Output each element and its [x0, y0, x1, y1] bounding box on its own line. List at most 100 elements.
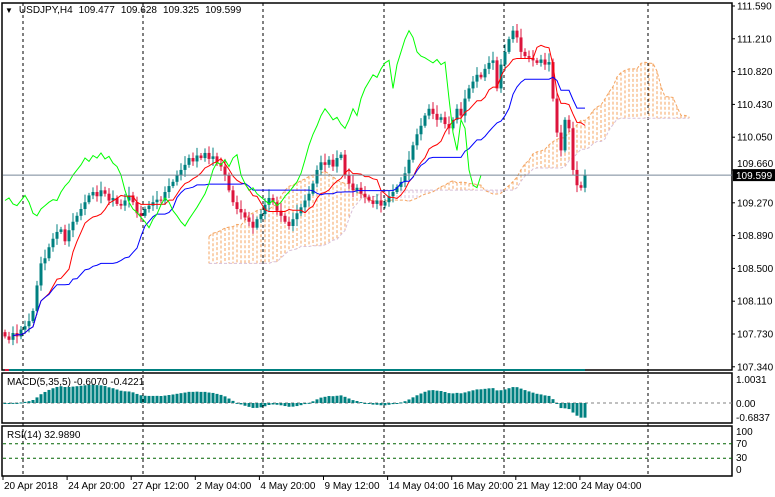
macd-histogram-bar [203, 391, 207, 403]
candle-bullish [583, 175, 587, 188]
macd-histogram-bar [275, 403, 279, 405]
candle-bearish [227, 175, 231, 191]
macd-histogram-bar [215, 393, 219, 403]
macd-histogram-bar [111, 388, 115, 403]
candle-bearish [443, 117, 447, 125]
candle-bearish [555, 98, 559, 133]
macd-histogram-bar [291, 403, 295, 407]
candle-bearish [159, 199, 163, 201]
macd-histogram-bar [471, 390, 475, 403]
candle-bullish [419, 125, 423, 135]
price-axis-label: 110.050 [737, 133, 773, 144]
candle-bearish [371, 200, 375, 204]
macd-histogram-bar [267, 403, 271, 405]
rsi-scale-label: 0 [736, 465, 742, 476]
macd-histogram-bar [191, 391, 195, 403]
candle-bullish [23, 326, 27, 330]
kijun-sen-line [12, 76, 586, 337]
candle-bearish [239, 209, 243, 213]
macd-histogram-bar [311, 401, 315, 403]
candle-bullish [399, 181, 403, 187]
candle-bullish [99, 190, 103, 197]
macd-histogram-bar [207, 392, 211, 403]
macd-histogram-bar [343, 396, 347, 403]
macd-histogram-bar [147, 395, 151, 403]
macd-histogram-bar [515, 387, 519, 403]
candle-bearish [63, 229, 67, 242]
candle-bullish [327, 159, 331, 165]
candle-bullish [291, 219, 295, 226]
macd-histogram-bar [423, 391, 427, 403]
macd-histogram-bar [123, 391, 127, 403]
macd-histogram-bar [263, 403, 267, 407]
macd-histogram-bar [379, 403, 383, 406]
candle-bullish [59, 229, 63, 232]
macd-histogram-bar [239, 403, 243, 405]
macd-histogram-bar [139, 395, 143, 403]
macd-histogram-bar [27, 401, 31, 403]
candle-bullish [471, 81, 475, 89]
macd-histogram-bar [211, 392, 215, 403]
macd-scale-label: 0.00 [736, 399, 756, 410]
macd-histogram-bar [287, 403, 291, 407]
candle-bullish [11, 333, 15, 340]
candle-bearish [351, 183, 355, 191]
time-axis-label: 14 May 04:00 [389, 481, 450, 492]
candle-bullish [539, 59, 543, 63]
candle-bearish [95, 192, 99, 197]
macd-histogram-bar [179, 393, 183, 403]
macd-histogram-bar [35, 397, 39, 403]
candle-bullish [91, 192, 95, 196]
macd-histogram-bar [3, 403, 7, 404]
macd-histogram-bar [23, 401, 27, 403]
candle-bullish [19, 329, 23, 337]
time-axis-label: 24 Apr 20:00 [68, 481, 125, 492]
candle-bearish [363, 193, 367, 198]
candle-bullish [31, 310, 35, 322]
candle-bearish [131, 195, 135, 203]
symbol-timeframe: USDJPY,H4 [18, 5, 73, 16]
macd-histogram-bar [435, 390, 439, 403]
candle-bearish [107, 193, 111, 201]
macd-histogram-bar [339, 395, 343, 403]
price-axis-label: 108.890 [737, 231, 774, 242]
candle-bearish [331, 159, 335, 167]
candle-bearish [207, 152, 211, 159]
candle-bullish [167, 186, 171, 193]
tenkan-sen-line [12, 44, 586, 337]
candle-bearish [275, 202, 279, 211]
candle-bullish [427, 108, 431, 116]
macd-histogram-bar [359, 402, 363, 404]
candle-bullish [75, 215, 79, 222]
candle-bearish [527, 56, 531, 58]
candle-bullish [311, 183, 315, 194]
macd-histogram-bar [7, 403, 11, 404]
macd-histogram-bar [259, 403, 263, 408]
candle-bearish [287, 221, 291, 226]
candle-bearish [575, 169, 579, 186]
macd-histogram-bar [307, 402, 311, 404]
macd-histogram-bar [375, 403, 379, 405]
macd-histogram-bar [323, 396, 327, 403]
chart-menu-icon[interactable]: ▼ [5, 6, 13, 15]
candle-bullish [67, 230, 71, 242]
time-axis-label: 2 May 04:00 [196, 481, 251, 492]
macd-histogram-bar [247, 403, 251, 407]
macd-histogram-bar [503, 389, 507, 403]
candle-bearish [579, 185, 583, 188]
candle-bullish [415, 134, 419, 146]
candle-bullish [259, 214, 263, 220]
candle-bullish [175, 175, 179, 182]
rsi-scale-label: 100 [736, 427, 753, 438]
macd-scale-label: 1.0031 [736, 375, 767, 386]
macd-histogram-bar [91, 384, 95, 403]
macd-histogram-bar [519, 388, 523, 403]
candle-bearish [247, 217, 251, 222]
candle-bullish [195, 155, 199, 162]
macd-histogram-bar [463, 392, 467, 403]
candle-bullish [303, 200, 307, 208]
macd-histogram-bar [87, 384, 91, 403]
macd-histogram-bar [39, 394, 43, 403]
candle-bearish [7, 336, 11, 340]
